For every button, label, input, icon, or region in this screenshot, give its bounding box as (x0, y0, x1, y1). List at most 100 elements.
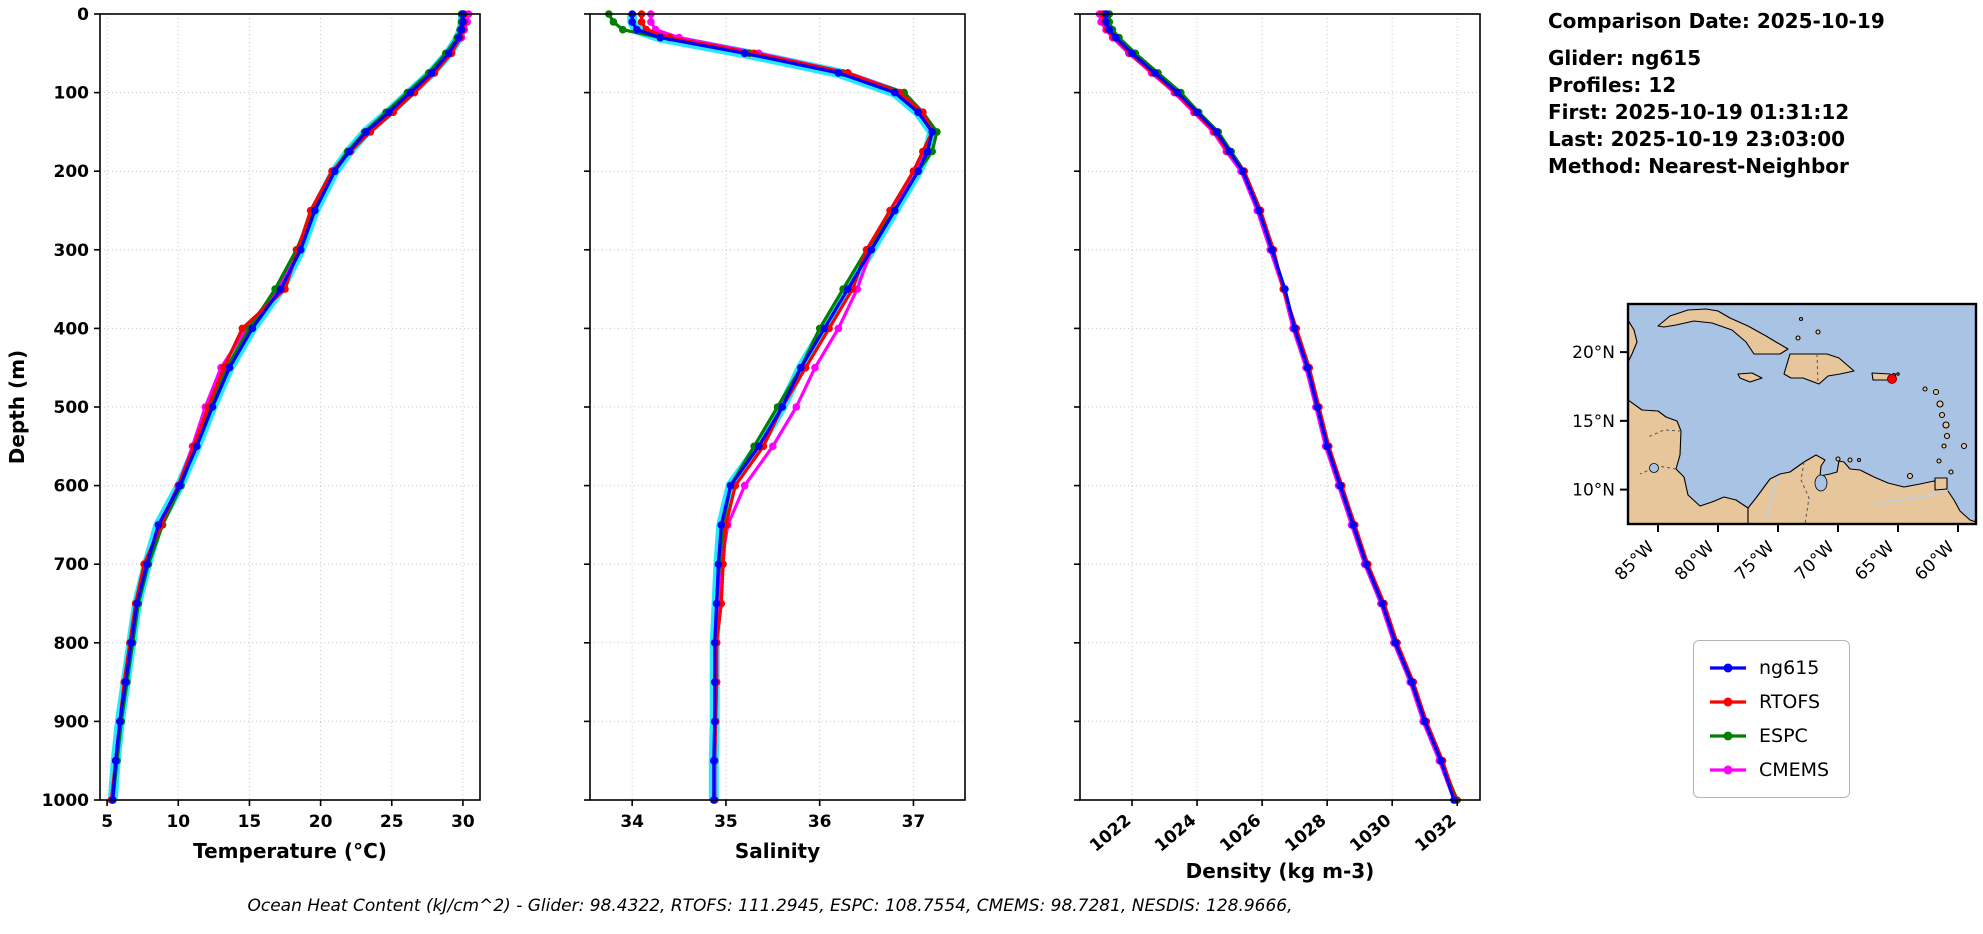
series-marker-ng615 (726, 481, 735, 490)
info-profiles: Profiles: 12 (1548, 73, 1677, 97)
series-marker-ng615 (248, 324, 257, 333)
x-axis-label: Salinity (735, 839, 820, 863)
series-marker-ng615 (890, 206, 899, 215)
x-tick-label: 35 (714, 812, 738, 832)
series-marker-ng615 (1420, 717, 1429, 726)
y-tick-label: 600 (54, 477, 90, 497)
x-axis-label: Temperature (°C) (193, 839, 387, 863)
lon-tick-label: 60°W (1911, 537, 1958, 584)
series-marker-ng615 (928, 128, 936, 136)
series-marker-ng615 (1362, 560, 1370, 568)
series-marker-ng615 (1102, 18, 1110, 26)
y-tick-label: 500 (54, 398, 90, 418)
series-marker-ng615 (1336, 481, 1344, 490)
location-map: 85°W 80°W 75°W 70°W 65°W 60°W 20°N 15°N 10°N (1570, 296, 1983, 620)
series-marker-ng615 (710, 717, 719, 726)
series-marker-ng615 (628, 18, 636, 26)
y-tick-label: 300 (54, 241, 90, 261)
series-marker-CMEMS (811, 363, 819, 372)
landmasses (1628, 308, 1976, 524)
series-marker-ESPC (609, 18, 618, 26)
series-marker-ng615 (710, 639, 719, 647)
legend: ng615 RTOFS ESPC CMEMS (1693, 640, 1851, 798)
x-tick-label: 30 (451, 812, 475, 832)
y-tick-label: 200 (54, 162, 90, 182)
info-spacer (1548, 35, 1885, 45)
legend-label: RTOFS (1759, 691, 1821, 713)
series-marker-ng615 (778, 403, 786, 411)
series-marker-ng615 (311, 206, 319, 215)
info-panel: Comparison Date: 2025-10-19 Glider: ng61… (1548, 8, 1885, 180)
x-tick-label: 15 (238, 812, 262, 832)
map-svg: 85°W 80°W 75°W 70°W 65°W 60°W 20°N 15°N 10°N (1572, 302, 1978, 585)
series-marker-ng615 (656, 33, 665, 42)
series-marker-ng615 (362, 128, 370, 136)
series-line-RTOFS (1101, 13, 1458, 801)
legend-item-RTOFS: RTOFS (1708, 685, 1829, 719)
series-marker-ng615 (867, 246, 876, 254)
salinity-chart: 34 35 36 37 Salinity (584, 10, 966, 863)
land-hispaniola (1783, 353, 1855, 385)
lat-tick-label: 20°N (1572, 343, 1615, 363)
land-trinidad (1934, 477, 1948, 491)
series-marker-ng615 (175, 481, 184, 490)
series-marker-ng615 (797, 363, 805, 372)
island (1948, 469, 1954, 475)
series-marker-ng615 (1151, 69, 1159, 77)
legend-label: ESPC (1759, 725, 1808, 747)
legend-marker-icon (1710, 731, 1746, 741)
density-chart: 1022 1024 1026 1028 1030 1032 Density (kg m-3) (1074, 10, 1481, 883)
series-marker-ng615 (710, 678, 719, 686)
series-marker-ng615 (1128, 49, 1136, 58)
series-marker-ng615 (427, 69, 436, 77)
x-tick-label: 36 (808, 812, 832, 832)
series-marker-ng615 (1193, 108, 1201, 117)
series-marker-CMEMS (647, 18, 655, 26)
series-marker-CMEMS (834, 324, 843, 333)
island (1835, 456, 1841, 462)
series-line-ESPC (111, 14, 464, 801)
series-marker-ng615 (1349, 521, 1357, 529)
series-marker-ng615 (1268, 246, 1276, 254)
legend-marker-icon (1710, 663, 1746, 673)
info-first: First: 2025-10-19 01:31:12 (1548, 100, 1850, 124)
land-south-america (1747, 454, 1976, 524)
island (1943, 432, 1951, 440)
legend-dot (1723, 731, 1733, 741)
y-tick-label: 1000 (42, 791, 89, 811)
series-marker-ng615 (143, 560, 151, 568)
y-tick-label: 900 (54, 712, 90, 732)
series-marker-ng615 (1173, 88, 1182, 97)
land-yucatan (1628, 319, 1638, 363)
series-marker-ng615 (844, 285, 852, 293)
river-magdalena (1767, 475, 1779, 519)
x-tick-label: 1030 (1346, 810, 1395, 856)
y-tick-label: 400 (54, 319, 90, 339)
land-cuba (1657, 308, 1789, 355)
island (1936, 400, 1944, 408)
series-marker-CMEMS (769, 442, 777, 451)
legend-item-ESPC: ESPC (1708, 719, 1829, 753)
series-marker-ng615 (121, 678, 130, 686)
island (1936, 458, 1942, 464)
y-tick-label: 0 (77, 5, 89, 25)
legend-marker-icon (1710, 697, 1746, 707)
y-tick-label: 700 (54, 555, 90, 575)
island (1938, 411, 1946, 419)
series-marker-ng615 (1323, 442, 1331, 451)
y-axis-label: Depth (m) (5, 350, 29, 464)
legend-marker-icon (1710, 765, 1746, 775)
series-marker-ng615 (834, 69, 843, 77)
ohc-footer: Ocean Heat Content (kJ/cm^2) - Glider: 9… (247, 896, 1293, 916)
glider-location-marker (1887, 373, 1897, 384)
series-marker-ng615 (1378, 599, 1387, 608)
series-marker-ng615 (457, 25, 466, 34)
series-marker-ng615 (820, 324, 829, 333)
series-marker-ng615 (133, 599, 141, 608)
series-marker-ng615 (717, 521, 726, 529)
x-tick-label: 1024 (1151, 810, 1200, 856)
x-tick-label: 20 (309, 812, 333, 832)
series-marker-RTOFS (238, 324, 247, 333)
series-marker-ng615 (193, 442, 201, 451)
series-marker-ng615 (1212, 128, 1221, 136)
